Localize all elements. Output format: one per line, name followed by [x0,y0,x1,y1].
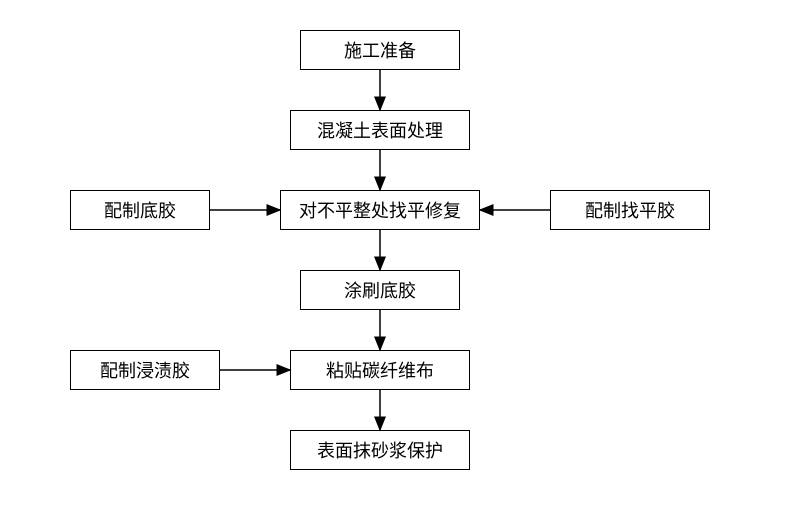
node-n7: 粘贴碳纤维布 [290,350,470,390]
node-label: 配制浸渍胶 [100,357,190,383]
node-n5: 配制找平胶 [550,190,710,230]
node-label: 表面抹砂浆保护 [317,437,443,463]
node-label: 混凝土表面处理 [317,117,443,143]
node-n8: 配制浸渍胶 [70,350,220,390]
node-label: 配制找平胶 [585,197,675,223]
node-n6: 涂刷底胶 [300,270,460,310]
node-label: 施工准备 [344,37,416,63]
node-label: 粘贴碳纤维布 [326,357,434,383]
node-n4: 配制底胶 [70,190,210,230]
node-label: 对不平整处找平修复 [299,197,461,223]
node-n9: 表面抹砂浆保护 [290,430,470,470]
node-n2: 混凝土表面处理 [290,110,470,150]
node-n1: 施工准备 [300,30,460,70]
node-label: 涂刷底胶 [344,277,416,303]
node-n3: 对不平整处找平修复 [280,190,480,230]
node-label: 配制底胶 [104,197,176,223]
